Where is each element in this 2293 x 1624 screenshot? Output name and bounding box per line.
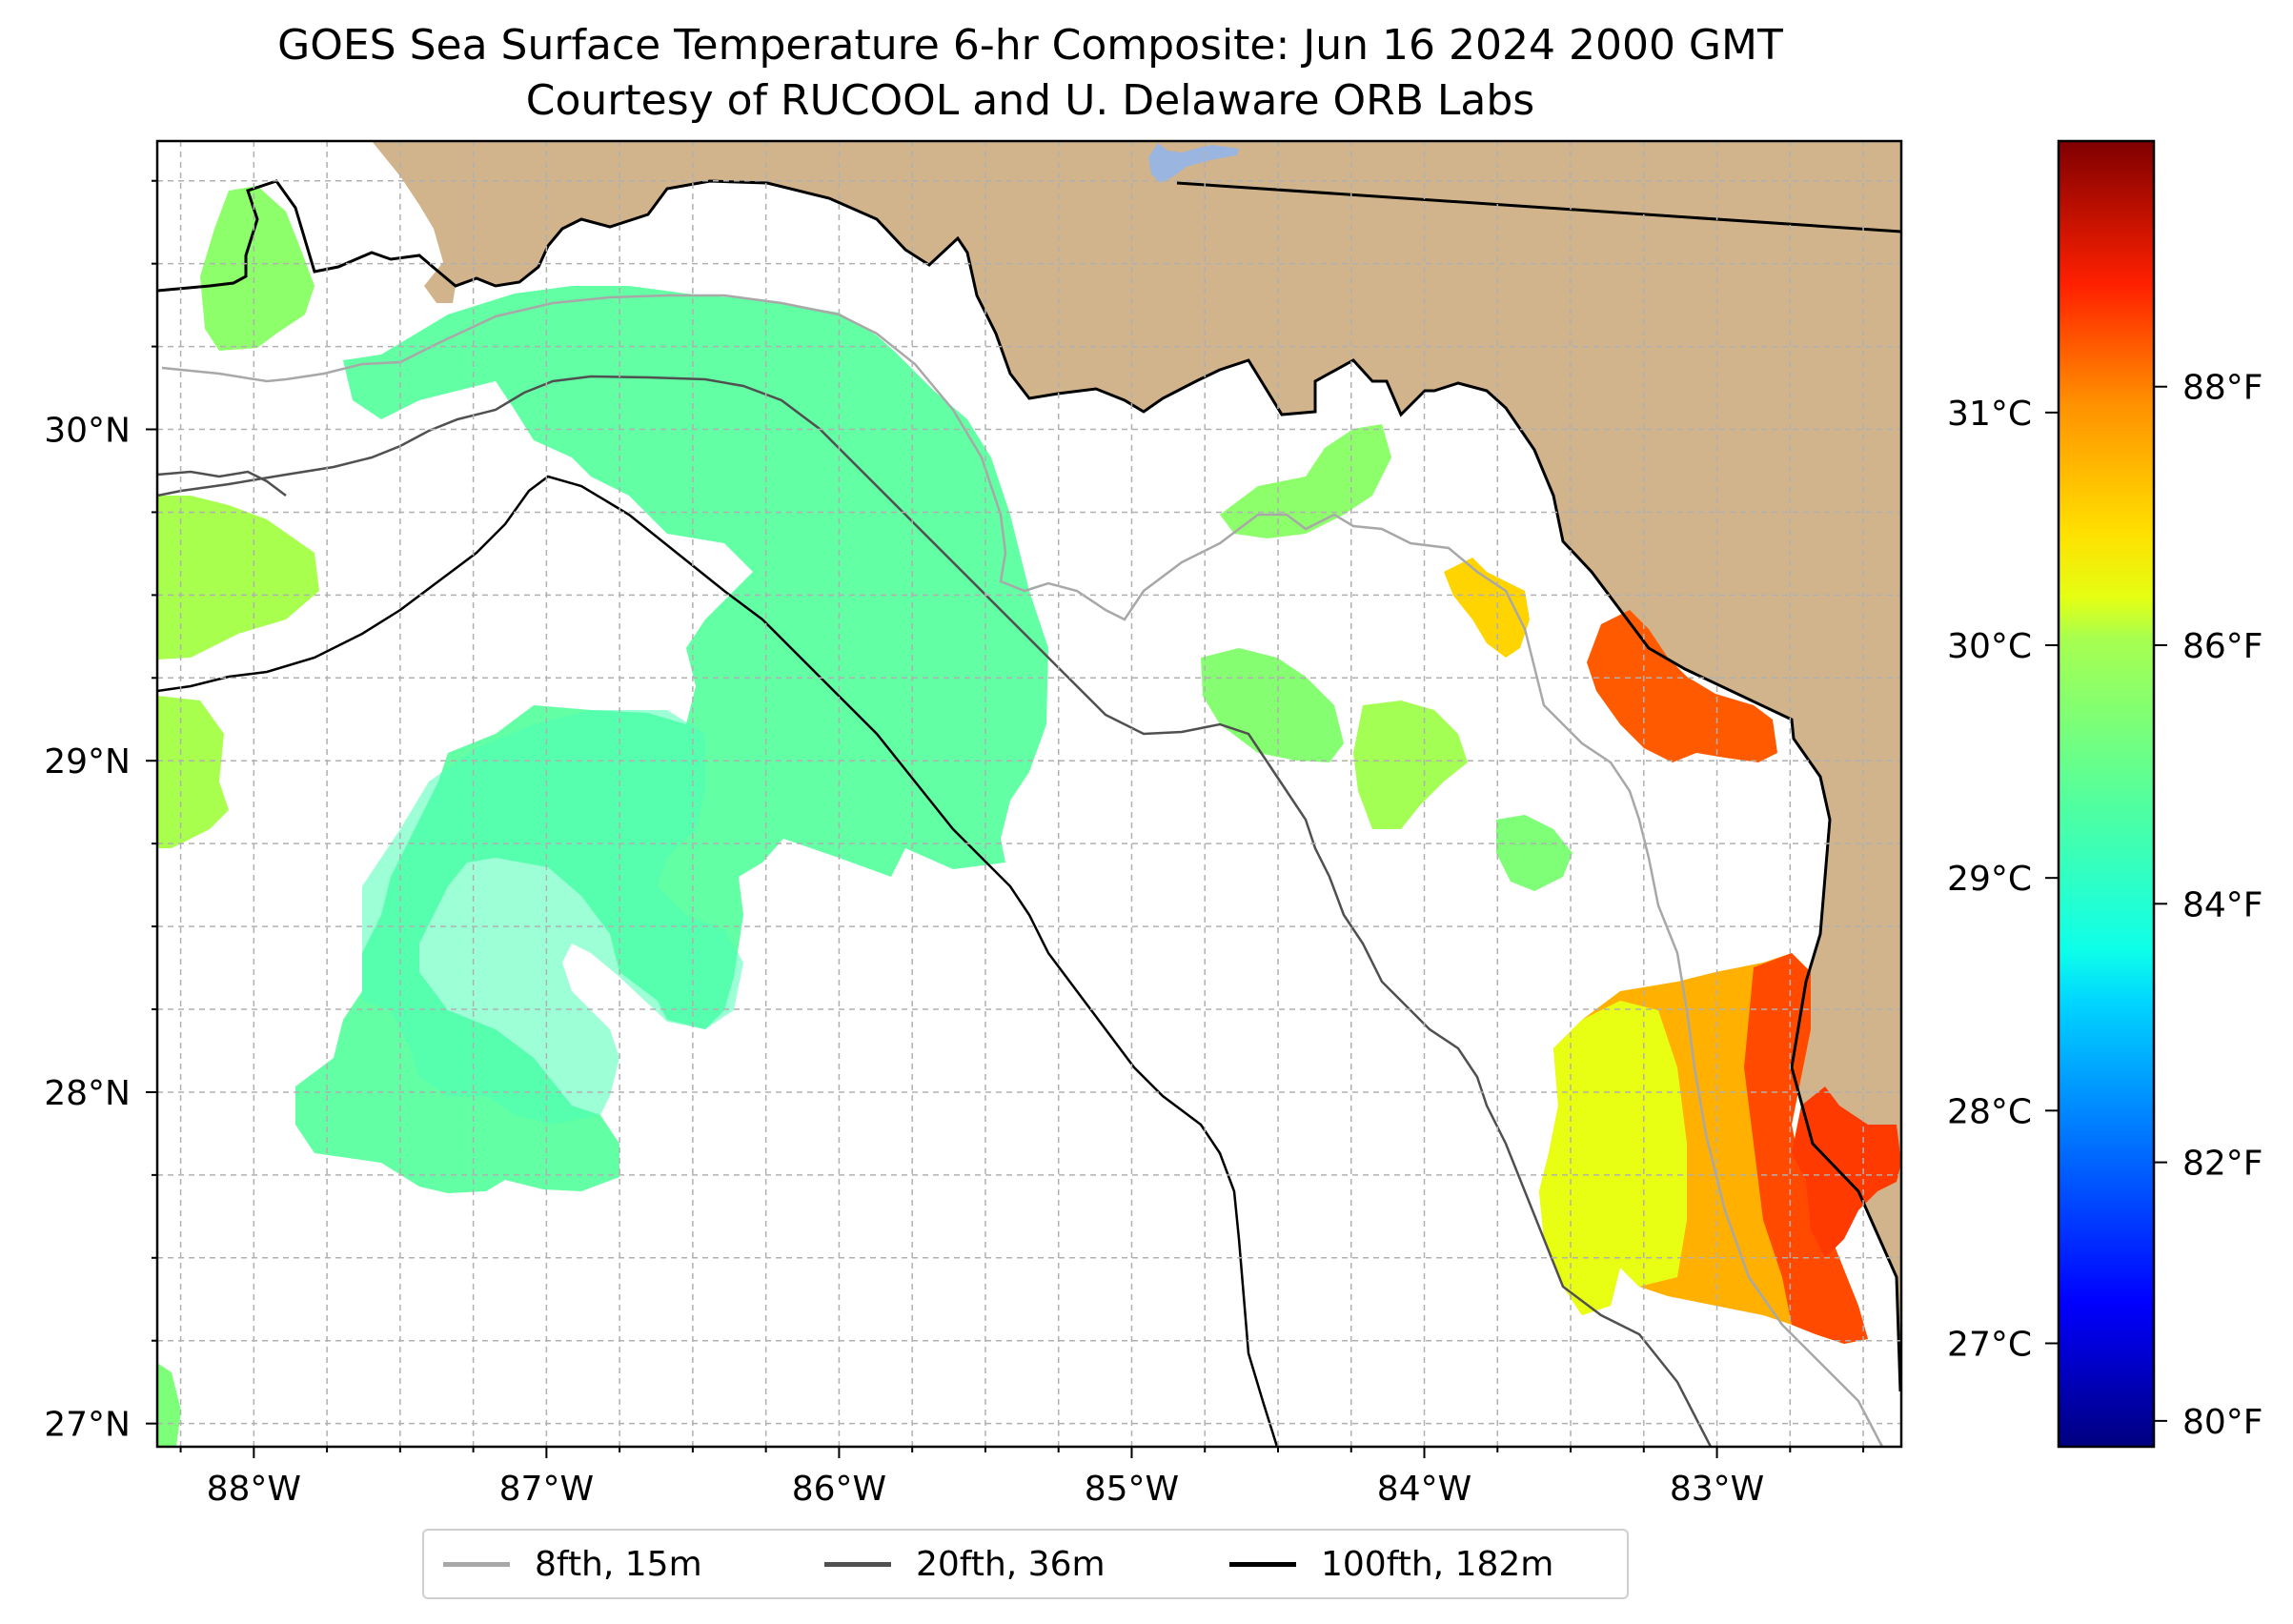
sst-patch-far-west-3 [157,1363,181,1447]
colorbar-label-f: 86°F [2182,627,2263,666]
legend-line-20fth [824,1561,891,1567]
coastline [157,179,1901,1392]
legend-line-100fth [1229,1561,1296,1567]
sst-patch-far-west-2 [157,696,229,848]
colorbar-label-c: 29°C [1947,860,2032,899]
isobath-100fth [157,475,1279,1447]
isobath-8fth [161,294,1884,1447]
colorbar-label-f: 80°F [2182,1403,2263,1442]
lon-tick-label: 85°W [1085,1470,1179,1509]
sst-patch-far-west [157,496,319,660]
sst-patch-west-offshore [362,710,743,1125]
sst-patch-mobile-bay [200,186,315,351]
legend-item-100fth: 100fth, 182m [1229,1531,1553,1597]
legend-label-20fth: 20fth, 36m [916,1544,1106,1584]
sst-patch-big-bend-yellow [1444,558,1530,658]
sst-patch-tampa-bay [1792,1086,1901,1258]
colorbar-label-c: 28°C [1947,1092,2032,1131]
colorbar-label-c: 30°C [1947,627,2032,666]
sst-patch-apalachee-2 [1353,700,1468,829]
sst-patch-apalachee-1 [1201,648,1344,762]
colorbar-label-f: 82°F [2182,1145,2263,1184]
map-gridlines [157,141,1901,1447]
lat-tick-label: 29°N [44,742,131,782]
isobath-20fth-west [157,470,287,497]
map-title: GOES Sea Surface Temperature 6-hr Compos… [277,21,1783,70]
lon-tick-label: 84°W [1377,1470,1471,1509]
map-ticks: 88°W 87°W 86°W 85°W 84°W 83°W 27°N 28°N 29°N 30°N [44,179,1865,1509]
lon-tick-label: 86°W [792,1470,886,1509]
colorbar-label-c: 27°C [1947,1325,2032,1364]
lat-tick-label: 28°N [44,1074,131,1113]
map-subtitle: Courtesy of RUCOOL and U. Delaware ORB L… [525,76,1535,125]
sst-patch-tampa-shelf-red [1744,953,1868,1344]
legend-item-8fth: 8fth, 15m [443,1531,702,1597]
land-area [157,141,1901,1447]
map-frame [155,139,1903,1449]
sst-patch-apalachee-4 [1220,424,1391,538]
lat-tick-label: 30°N [44,412,131,451]
legend-label-100fth: 100fth, 182m [1321,1544,1554,1584]
lat-tick-label: 27°N [44,1406,131,1445]
lon-tick-label: 83°W [1670,1470,1764,1509]
legend-line-8fth [443,1561,510,1567]
legend-item-20fth: 20fth, 36m [824,1531,1106,1597]
legend-label-8fth: 8fth, 15m [535,1544,702,1584]
lon-tick-label: 88°W [207,1470,301,1509]
colorbar-label-f: 88°F [2182,369,2263,408]
sst-patch-cedar-key-orange [1587,610,1777,762]
lon-tick-label: 87°W [499,1470,594,1509]
colorbar-label-c: 31°C [1947,395,2032,434]
colorbar-label-f: 84°F [2182,885,2263,924]
colorbar [2057,139,2156,1449]
isobath-20fth [157,375,1713,1447]
lake-seminole [1148,143,1239,183]
sst-patch-tampa-shelf-yellow [1539,1001,1687,1315]
sst-patch-apalachee-3 [1496,815,1573,891]
legend: 8fth, 15m 20fth, 36m 100fth, 182m [422,1529,1629,1599]
colorbar-ticks: 80°F 82°F 84°F 86°F 88°F 27°C 28°C 29°C 30°C 31°C [1947,369,2263,1442]
state-boundary [1176,181,1901,233]
